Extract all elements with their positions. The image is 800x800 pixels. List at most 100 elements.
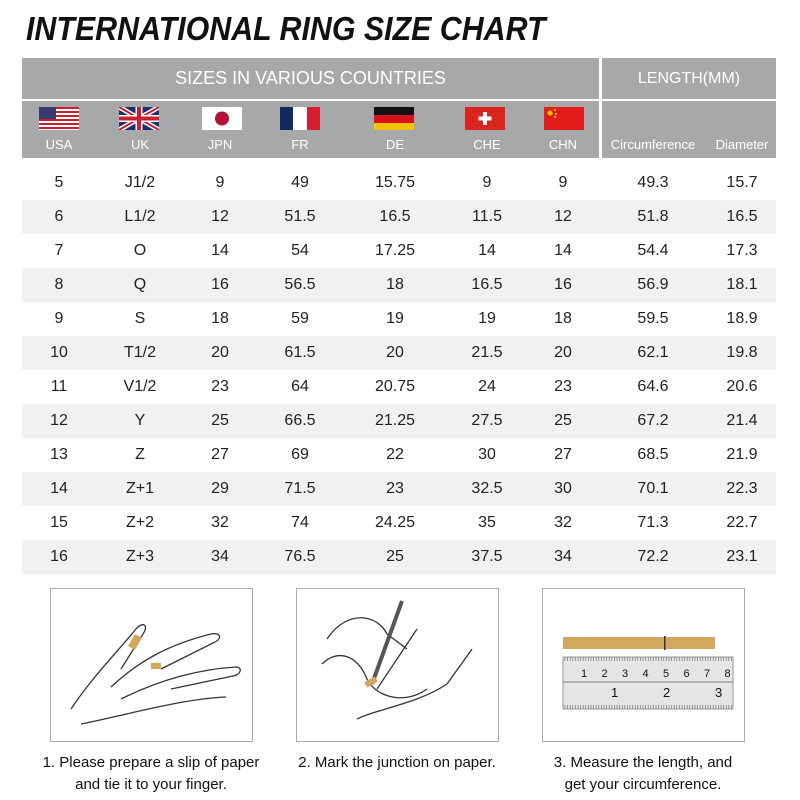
table-cell: 34 bbox=[211, 548, 229, 565]
table-cell: 34 bbox=[554, 548, 572, 565]
table-cell: 25 bbox=[211, 412, 229, 429]
ruler-cm-label: 4 bbox=[643, 668, 649, 680]
table-cell: 14 bbox=[50, 480, 68, 497]
table-row: 9 S 18 59 19 19 18 59.5 18.9 bbox=[22, 302, 776, 336]
table-cell: 32 bbox=[211, 514, 229, 531]
table-cell: 11.5 bbox=[472, 208, 502, 225]
table-cell: 7 bbox=[54, 242, 64, 259]
table-row: 10 T1/2 20 61.5 20 21.5 20 62.1 19.8 bbox=[22, 336, 776, 370]
caption-line: 1. Please prepare a slip of paper bbox=[42, 754, 260, 771]
table-cell: 71.5 bbox=[284, 480, 316, 497]
table-cell: 20 bbox=[386, 344, 404, 361]
table-cell: 67.2 bbox=[637, 412, 669, 429]
table-row: 13 Z 27 69 22 30 27 68.5 21.9 bbox=[22, 438, 776, 472]
step-1-caption: 1. Please prepare a slip of paper and tie… bbox=[28, 752, 274, 796]
table-cell: T1/2 bbox=[123, 344, 156, 361]
france-flag-icon bbox=[280, 107, 320, 130]
country-label: CHE bbox=[473, 137, 501, 152]
table-cell: 30 bbox=[554, 480, 572, 497]
diameter-label: Diameter bbox=[715, 137, 769, 152]
table-cell: 49 bbox=[291, 174, 309, 191]
table-cell: 61.5 bbox=[284, 344, 316, 361]
table-row: 6 L1/2 12 51.5 16.5 11.5 12 51.8 16.5 bbox=[22, 200, 776, 234]
length-subheader: Circumference Diameter bbox=[602, 101, 776, 158]
table-cell: 23.1 bbox=[726, 548, 758, 565]
table-cell: 49.3 bbox=[637, 174, 669, 191]
table-cell: 8 bbox=[54, 276, 64, 293]
table-cell: 21.4 bbox=[726, 412, 758, 429]
table-cell: 32.5 bbox=[471, 480, 503, 497]
country-label: UK bbox=[130, 137, 150, 152]
table-cell: 23 bbox=[386, 480, 404, 497]
table-cell: Q bbox=[133, 276, 147, 293]
ruler-cm-label: 8 bbox=[725, 668, 731, 680]
uk-flag-icon bbox=[119, 107, 159, 130]
switzerland-flag-icon bbox=[465, 107, 505, 130]
table-cell: 9 bbox=[482, 174, 492, 191]
table-cell: 22.7 bbox=[726, 514, 758, 531]
table-cell: 6 bbox=[54, 208, 64, 225]
hand-with-paper-strip-icon bbox=[70, 624, 241, 725]
length-header: LENGTH(MM) bbox=[602, 58, 776, 99]
country-label: USA bbox=[45, 137, 73, 152]
table-cell: Y bbox=[134, 412, 146, 429]
table-cell: 19.8 bbox=[726, 344, 758, 361]
table-cell: 35 bbox=[478, 514, 496, 531]
table-cell: 9 bbox=[215, 174, 225, 191]
table-cell: 18.1 bbox=[726, 276, 758, 293]
table-row: 11 V1/2 23 64 20.75 24 23 64.6 20.6 bbox=[22, 370, 776, 404]
table-cell: 22 bbox=[386, 446, 404, 463]
caption-line: get your circumference. bbox=[564, 776, 722, 793]
ruler-cm-label: 6 bbox=[684, 668, 690, 680]
table-cell: 66.5 bbox=[284, 412, 316, 429]
table-cell: J1/2 bbox=[124, 174, 156, 191]
table-cell: 27.5 bbox=[471, 412, 503, 429]
table-cell: O bbox=[133, 242, 147, 259]
table-cell: 37.5 bbox=[471, 548, 503, 565]
marking-paper-with-pen-icon bbox=[321, 600, 473, 720]
table-cell: 18 bbox=[386, 276, 404, 293]
caption-line: and tie it to your finger. bbox=[75, 776, 227, 793]
table-cell: 14 bbox=[478, 242, 496, 259]
usa-flag-icon bbox=[39, 107, 79, 130]
country-label: CHN bbox=[548, 137, 578, 152]
table-row: 7 O 14 54 17.25 14 14 54.4 17.3 bbox=[22, 234, 776, 268]
step-3-caption: 3. Measure the length, and get your circu… bbox=[520, 752, 766, 796]
table-cell: S bbox=[134, 310, 146, 327]
ruler-inch-label: 2 bbox=[663, 685, 670, 700]
table-cell: 21.9 bbox=[726, 446, 758, 463]
table-cell: 18 bbox=[554, 310, 572, 327]
table-cell: 54 bbox=[291, 242, 309, 259]
table-cell: 51.8 bbox=[637, 208, 669, 225]
table-cell: 16 bbox=[50, 548, 68, 565]
table-cell: 14 bbox=[554, 242, 572, 259]
table-cell: 20.75 bbox=[374, 378, 416, 395]
caption-line: 3. Measure the length, and bbox=[553, 754, 733, 771]
ruler-cm-label: 2 bbox=[602, 668, 608, 680]
table-cell: 21.25 bbox=[374, 412, 416, 429]
table-cell: 56.5 bbox=[284, 276, 316, 293]
table-row: 16 Z+3 34 76.5 25 37.5 34 72.2 23.1 bbox=[22, 540, 776, 574]
table-cell: 51.5 bbox=[284, 208, 316, 225]
table-cell: 70.1 bbox=[637, 480, 669, 497]
table-cell: 54.4 bbox=[637, 242, 669, 259]
table-cell: 59.5 bbox=[637, 310, 669, 327]
table-row: 15 Z+2 32 74 24.25 35 32 71.3 22.7 bbox=[22, 506, 776, 540]
table-cell: 74 bbox=[291, 514, 309, 531]
table-cell: 59 bbox=[291, 310, 309, 327]
table-cell: 16 bbox=[554, 276, 572, 293]
ruler-cm-label: 7 bbox=[704, 668, 710, 680]
table-cell: 68.5 bbox=[637, 446, 669, 463]
table-cell: 16 bbox=[211, 276, 229, 293]
table-cell: 9 bbox=[558, 174, 568, 191]
table-cell: 16.5 bbox=[726, 208, 758, 225]
country-label: FR bbox=[291, 137, 309, 152]
table-cell: 19 bbox=[478, 310, 496, 327]
table-cell: 25 bbox=[386, 548, 404, 565]
table-cell: 15.7 bbox=[726, 174, 758, 191]
table-cell: Z+1 bbox=[125, 480, 154, 497]
table-cell: 14 bbox=[211, 242, 229, 259]
china-flag-icon bbox=[544, 107, 584, 130]
